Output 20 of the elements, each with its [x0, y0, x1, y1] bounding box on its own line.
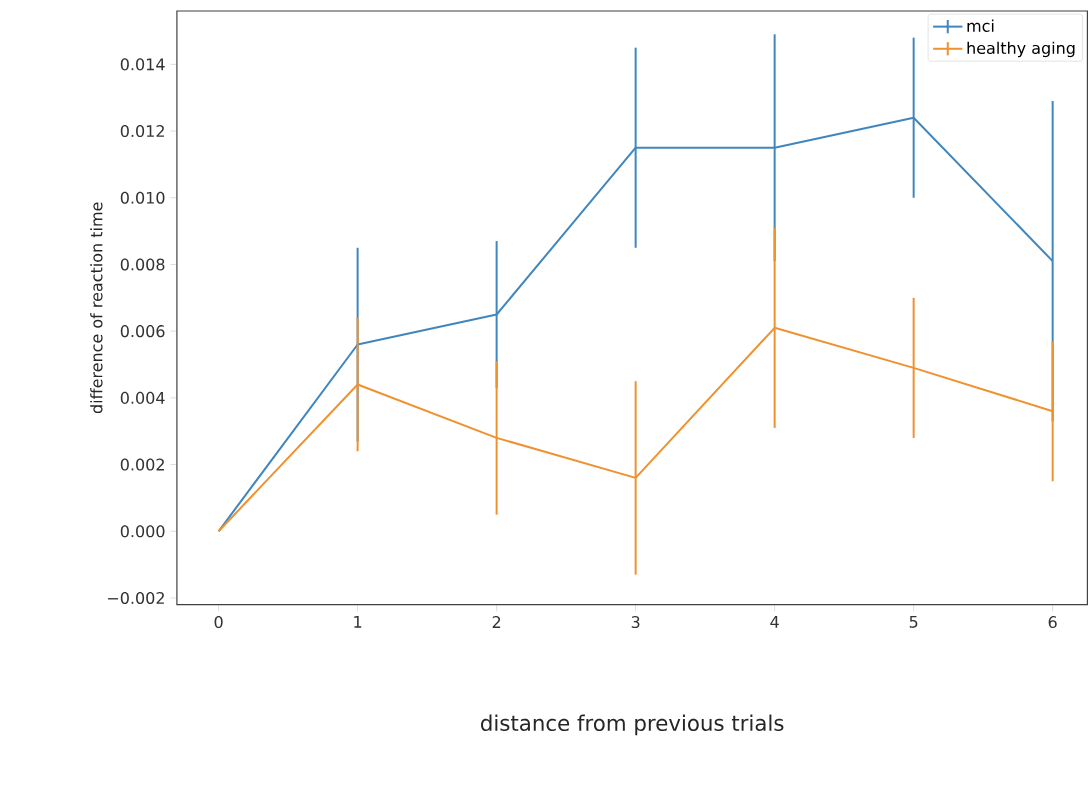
legend-label: mci — [967, 19, 994, 33]
x-tick-label: 5 — [909, 616, 918, 629]
y-tick-label: 0.010 — [120, 191, 165, 205]
y-axis-title: difference of reaction time — [90, 202, 103, 414]
x-tick-label: 0 — [214, 616, 223, 629]
x-tick-label: 2 — [492, 616, 501, 629]
y-tick-label: 0.008 — [120, 258, 165, 271]
y-tick-label: 0.002 — [120, 458, 164, 471]
y-tick-label: −0.002 — [108, 592, 164, 605]
y-tick-label: 0.014 — [120, 58, 165, 71]
y-tick-label: 0.000 — [120, 525, 165, 538]
x-axis-title: distance from previous trials — [481, 714, 784, 736]
legend-label: healthy aging — [967, 41, 1075, 58]
y-tick-label: 0.012 — [120, 125, 164, 138]
y-tick-label: 0.006 — [120, 325, 165, 338]
x-tick-label: 3 — [631, 616, 640, 629]
x-tick-label: 6 — [1048, 616, 1057, 629]
y-tick-label: 0.004 — [120, 392, 165, 405]
x-tick-label: 4 — [770, 616, 779, 628]
x-tick-label: 1 — [354, 616, 362, 628]
